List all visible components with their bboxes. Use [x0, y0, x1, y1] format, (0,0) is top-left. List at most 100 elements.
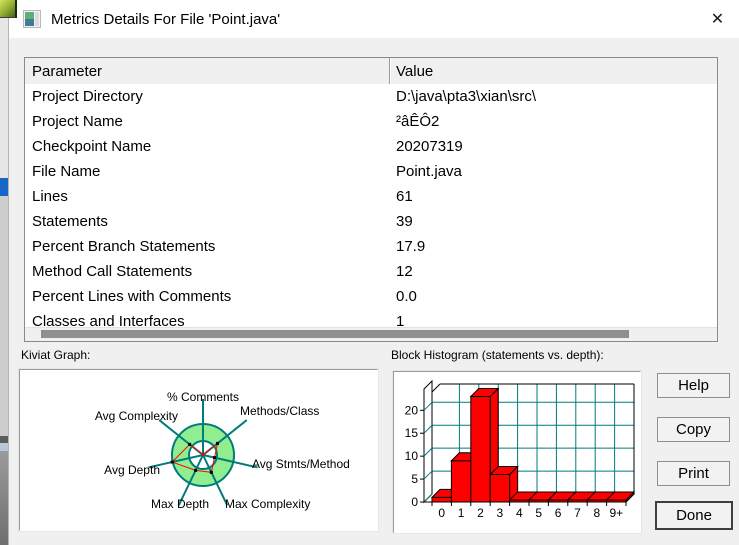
wall-tick [423, 401, 433, 411]
kiviat-graph-box: % Comments Methods/Class Avg Stmts/Method M… [19, 369, 378, 531]
wall-tick [423, 447, 433, 457]
metrics-details-dialog: Metrics Details For File 'Point.java' ✕ … [8, 0, 739, 545]
kiviat-data-marker [212, 456, 216, 460]
histogram-bar-top [605, 491, 636, 501]
table-row[interactable]: Checkpoint Name 20207319 [25, 134, 717, 159]
y-tick-label: 15 [405, 426, 419, 440]
row-cell-value: D:\java\pta3\xian\src\ [396, 88, 537, 105]
background-selection-fragment [0, 178, 9, 196]
table-row[interactable]: File Name Point.java [25, 159, 717, 184]
background-segment [0, 436, 9, 443]
row-cell-value: ²âÊÔ2 [396, 113, 440, 130]
app-icon [23, 10, 41, 28]
wall-tick [423, 470, 433, 480]
app-icon-light-part [35, 12, 39, 26]
table-row[interactable]: Percent Lines with Comments 0.0 [25, 284, 717, 309]
x-tick-label: 1 [458, 506, 465, 520]
histogram-section-label: Block Histogram (statements vs. depth): [391, 348, 604, 362]
table-row[interactable]: Percent Branch Statements 17.9 [25, 234, 717, 259]
row-cell-parameter: Percent Branch Statements [32, 238, 216, 255]
metrics-table: Parameter Value Project Directory D:\java… [24, 57, 718, 342]
x-tick-label: 6 [555, 506, 562, 520]
row-cell-parameter: Checkpoint Name [32, 138, 152, 155]
row-cell-parameter: Percent Lines with Comments [32, 288, 232, 305]
y-tick-label: 5 [411, 472, 418, 486]
row-cell-parameter: Classes and Interfaces [32, 313, 185, 330]
x-tick-label: 2 [477, 506, 484, 520]
y-tick-label: 0 [411, 495, 418, 509]
horizontal-scrollbar-thumb[interactable] [41, 330, 629, 338]
kiviat-axis-label: Max Depth [151, 497, 209, 511]
axis-wall [423, 379, 433, 504]
histogram-box: 0 5 10 15 20 0 1 2 3 4 5 6 7 8 9+ [393, 371, 641, 533]
window-title: Metrics Details For File 'Point.java' [51, 10, 281, 28]
x-tick-label: 8 [594, 506, 601, 520]
x-tick-label: 3 [497, 506, 504, 520]
kiviat-axis-label: Avg Stmts/Method [252, 457, 350, 471]
frame-top-diagonal [431, 383, 441, 393]
kiviat-data-marker [209, 470, 213, 474]
horizontal-scrollbar[interactable] [25, 327, 717, 341]
row-cell-parameter: File Name [32, 163, 101, 180]
wall-tick [423, 424, 433, 434]
x-tick-label: 9+ [609, 506, 623, 520]
background-desktop-icon-fragment [0, 0, 17, 18]
row-cell-parameter: Method Call Statements [32, 263, 193, 280]
print-button[interactable]: Print [657, 461, 730, 486]
background-segment [0, 451, 9, 545]
help-button[interactable]: Help [657, 373, 730, 398]
kiviat-axis-label: % Comments [167, 390, 239, 404]
row-cell-parameter: Lines [32, 188, 68, 205]
kiviat-data-marker [188, 442, 192, 446]
table-row[interactable]: Lines 61 [25, 184, 717, 209]
row-cell-value: Point.java [396, 163, 462, 180]
background-segment [0, 443, 9, 451]
y-tick-label: 20 [405, 403, 419, 417]
x-tick-label: 7 [574, 506, 581, 520]
histogram-bar [450, 460, 472, 503]
kiviat-spoke [148, 454, 204, 469]
kiviat-data-marker [170, 460, 174, 464]
row-cell-parameter: Statements [32, 213, 108, 230]
row-cell-value: 39 [396, 213, 413, 230]
row-cell-value: 1 [396, 313, 405, 330]
table-row[interactable]: Project Name ²âÊÔ2 [25, 109, 717, 134]
kiviat-data-marker [201, 452, 205, 456]
row-cell-parameter: Project Directory [32, 88, 143, 105]
x-tick-label: 0 [438, 506, 445, 520]
table-row[interactable]: Statements 39 [25, 209, 717, 234]
kiviat-spoke [177, 454, 204, 506]
kiviat-data-marker [216, 441, 220, 445]
copy-button[interactable]: Copy [657, 417, 730, 442]
x-tick-label: 5 [535, 506, 542, 520]
table-row[interactable]: Method Call Statements 12 [25, 259, 717, 284]
table-row[interactable]: Classes and Interfaces 1 [25, 309, 717, 330]
kiviat-axis-label: Avg Complexity [95, 409, 178, 423]
x-tick-label: 4 [516, 506, 523, 520]
histogram-bar [431, 496, 452, 503]
header-cell-value[interactable]: Value [396, 62, 434, 80]
kiviat-spoke [202, 454, 258, 469]
app-icon-chart-part [25, 12, 34, 26]
row-cell-value: 12 [396, 263, 413, 280]
row-cell-value: 20207319 [396, 138, 463, 155]
done-button[interactable]: Done [655, 501, 733, 530]
kiviat-data-marker [194, 468, 198, 472]
kiviat-axis-label: Avg Depth [104, 463, 160, 477]
kiviat-axis-label: Methods/Class [240, 404, 319, 418]
table-row[interactable]: Project Directory D:\java\pta3\xian\src\ [25, 84, 717, 109]
title-bar[interactable]: Metrics Details For File 'Point.java' ✕ [9, 0, 739, 38]
kiviat-section-label: Kiviat Graph: [21, 348, 91, 362]
header-cell-parameter[interactable]: Parameter [25, 58, 390, 84]
kiviat-axis-label: Max Complexity [225, 497, 310, 511]
close-icon[interactable]: ✕ [710, 11, 725, 28]
background-segment [0, 196, 9, 436]
histogram-bar-top [469, 388, 500, 398]
table-header: Parameter Value [25, 58, 717, 85]
row-cell-parameter: Project Name [32, 113, 123, 130]
row-cell-value: 61 [396, 188, 413, 205]
wall-tick [423, 493, 433, 503]
row-cell-value: 0.0 [396, 288, 417, 305]
